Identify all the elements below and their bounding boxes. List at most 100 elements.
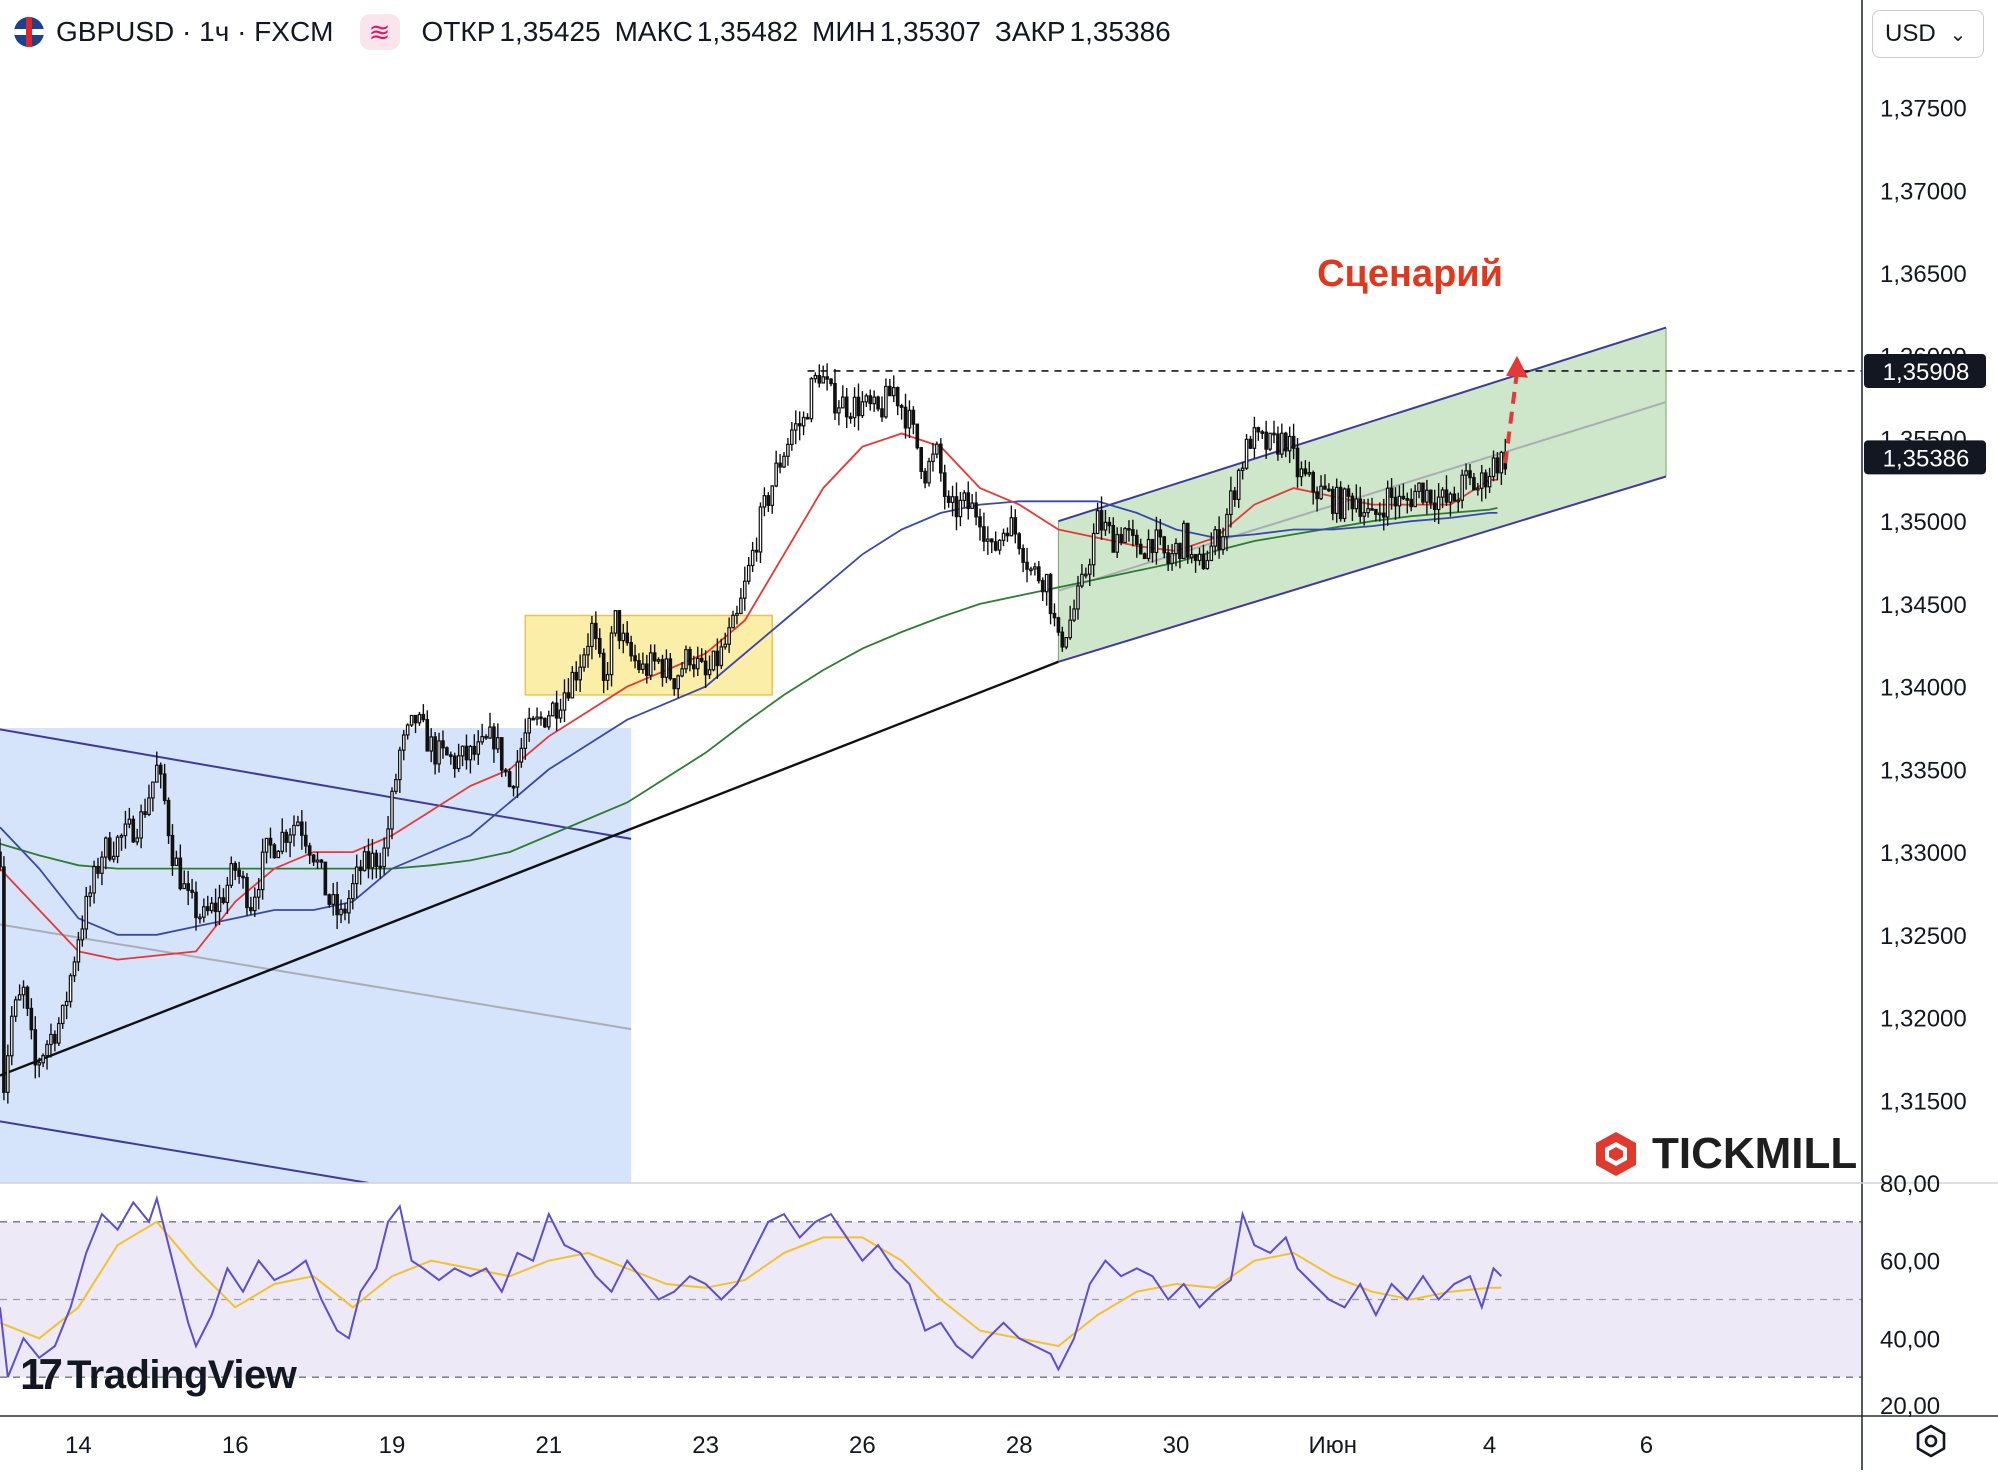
candle-body — [543, 717, 547, 728]
candle-body — [1491, 457, 1496, 478]
candle-body — [1299, 468, 1304, 478]
candle-body — [911, 409, 916, 425]
candle-body — [1119, 533, 1123, 544]
candle-body — [1413, 490, 1417, 508]
candle-body — [1209, 545, 1214, 562]
candle-body — [1087, 564, 1092, 575]
candle-body — [1064, 637, 1069, 648]
candle-body — [1040, 580, 1045, 593]
candle-body — [1354, 498, 1359, 510]
candle-body — [946, 495, 951, 504]
candle-body — [378, 865, 383, 869]
candle-body — [1362, 511, 1366, 517]
candle-body — [1115, 533, 1120, 553]
candle-body — [1495, 457, 1500, 474]
candle-body — [1021, 547, 1025, 563]
candle-body — [1378, 512, 1382, 516]
candle-body — [186, 883, 190, 891]
candle-body — [1291, 435, 1296, 449]
descending-channel-upper[interactable] — [0, 728, 632, 840]
candle-body — [535, 716, 539, 720]
candle-body — [660, 659, 665, 678]
candle-body — [1107, 521, 1112, 527]
candle-body — [1472, 477, 1476, 491]
candle-body — [954, 496, 959, 518]
candle-body — [107, 837, 112, 860]
candle-body — [433, 736, 437, 765]
candle-body — [1370, 508, 1374, 511]
candle-body — [1280, 432, 1284, 455]
candle-body — [758, 506, 763, 553]
candle-body — [245, 876, 249, 909]
candle-body — [625, 632, 630, 644]
settings-gear-icon[interactable] — [1914, 1424, 1948, 1458]
wave-icon[interactable]: ≋ — [359, 14, 400, 50]
candle-body — [801, 416, 806, 427]
candle-body — [872, 396, 876, 405]
candle-body — [256, 888, 261, 898]
last-price-badge-bg — [1864, 440, 1986, 475]
time-tick-label: 19 — [379, 1432, 406, 1459]
candle-body — [633, 655, 637, 662]
ascending-channel-lower[interactable] — [1058, 475, 1667, 663]
candle-body — [252, 896, 257, 912]
candle-body — [1244, 438, 1249, 469]
candle-body — [550, 702, 555, 717]
candle-body — [464, 745, 469, 761]
candle-body — [1001, 532, 1006, 541]
candle-body — [997, 539, 1002, 551]
candle-body — [1334, 486, 1339, 515]
candle-body — [1464, 470, 1468, 476]
candle-body — [280, 831, 285, 852]
rsi-pane[interactable] — [0, 1194, 1862, 1378]
candle-body — [511, 785, 516, 789]
candles[interactable] — [0, 363, 1508, 1104]
candle-body — [613, 610, 618, 634]
candle-body — [519, 747, 524, 763]
candle-body — [1170, 552, 1174, 564]
candle-body — [813, 374, 818, 380]
price-pane[interactable]: Сценарий — [0, 253, 1862, 1183]
candle-body — [1142, 553, 1147, 560]
candle-body — [1330, 488, 1335, 515]
candle-body — [92, 865, 96, 894]
candle-body — [1197, 553, 1202, 562]
candle-body — [225, 884, 230, 904]
candle-body — [123, 823, 128, 837]
rsi-ma-line — [0, 1220, 1502, 1348]
candle-body — [151, 781, 155, 799]
ascending-channel-upper[interactable] — [1058, 326, 1667, 523]
candle-body — [335, 894, 339, 916]
descending-channel-lower[interactable] — [0, 1120, 369, 1183]
candle-body — [311, 854, 316, 863]
candle-body — [860, 401, 865, 417]
close-value: 1,35386 — [1069, 16, 1171, 47]
candle-body — [1428, 489, 1433, 504]
currency-selector[interactable]: USD ⌄ — [1872, 10, 1984, 58]
candle-body — [158, 764, 163, 775]
candle-body — [1374, 508, 1378, 515]
candle-body — [0, 851, 2, 868]
candle-body — [1240, 467, 1245, 471]
consolidation-box[interactable] — [524, 614, 773, 696]
symbol-title[interactable]: GBPUSD · 1ч · FXCM — [56, 16, 334, 47]
candle-body — [644, 663, 649, 676]
candle-body — [1076, 585, 1080, 610]
candle-body — [621, 632, 626, 642]
candle-body — [1483, 472, 1488, 488]
candle-body — [1095, 510, 1100, 535]
candle-body — [927, 460, 931, 484]
candle-body — [594, 622, 598, 640]
candle-body — [260, 851, 265, 891]
time-tick-label: 6 — [1640, 1432, 1653, 1459]
candle-body — [566, 692, 571, 699]
candle-body — [484, 735, 488, 739]
candle-body — [1468, 470, 1472, 479]
candle-body — [127, 818, 132, 825]
candle-body — [982, 526, 986, 542]
trendline[interactable] — [0, 660, 1059, 1077]
candle-body — [1440, 489, 1445, 498]
candle-body — [1099, 510, 1104, 531]
candle-body — [1146, 538, 1151, 560]
